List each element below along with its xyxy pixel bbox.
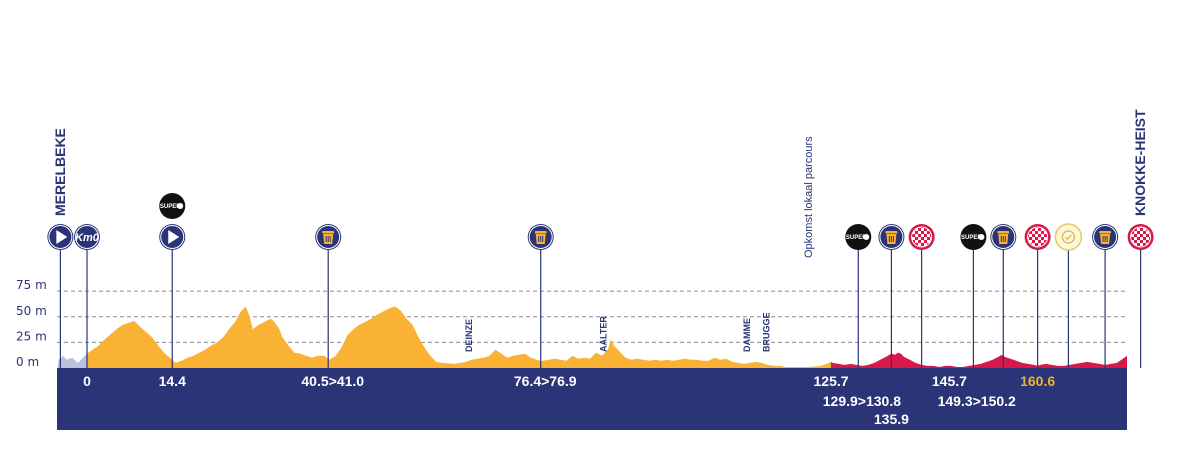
marker-checker bbox=[1127, 224, 1154, 368]
km0-icon bbox=[74, 224, 100, 250]
marker-play: SUPER bbox=[159, 193, 186, 368]
profile-areas bbox=[57, 306, 1127, 368]
km-label: 149.3>150.2 bbox=[938, 393, 1016, 409]
local-circuit-profile-area bbox=[831, 352, 1127, 368]
town-label-brugge: BRUGGE bbox=[762, 312, 772, 352]
finish-town-label: KNOKKE-HEIST bbox=[1132, 109, 1148, 216]
town-label-aalter: AALTER bbox=[599, 316, 609, 352]
super-icon bbox=[845, 224, 872, 250]
marker-bin bbox=[527, 224, 554, 368]
km-label: 135.9 bbox=[874, 411, 909, 427]
y-tick-label: 50 m bbox=[16, 304, 47, 318]
neutral-zone-area bbox=[57, 353, 87, 368]
super-icon-text: SUPER bbox=[846, 235, 867, 241]
marker-super: SUPER bbox=[960, 224, 987, 368]
km-label: 125.7 bbox=[814, 373, 849, 389]
y-tick-label: 75 m bbox=[16, 278, 47, 292]
marker-km0: Km0 bbox=[74, 224, 100, 368]
super-icon-text: SUPER bbox=[160, 204, 181, 210]
town-label-deinze: DEINZE bbox=[464, 319, 474, 352]
distance-band bbox=[57, 368, 1127, 430]
km-label: 175.7km bbox=[1131, 373, 1186, 389]
km-label: 145.7 bbox=[932, 373, 967, 389]
marker-super: SUPER bbox=[845, 224, 872, 368]
super-icon bbox=[159, 193, 186, 219]
route-profile-area bbox=[87, 306, 831, 368]
km-label: 14.4 bbox=[159, 373, 186, 389]
start-town-label: MERELBEKE bbox=[52, 128, 68, 216]
marker-bin bbox=[990, 224, 1017, 368]
km-label: 40.5>41.0 bbox=[301, 373, 364, 389]
super-icon bbox=[960, 224, 987, 250]
marker-bin bbox=[878, 224, 905, 368]
super-icon-text: SUPER bbox=[961, 235, 982, 241]
marker-bin bbox=[1092, 224, 1119, 368]
km-label: 76.4>76.9 bbox=[514, 373, 577, 389]
y-tick-label: 0 m bbox=[16, 355, 39, 369]
town-labels: DEINZE AALTER DAMME BRUGGE bbox=[464, 312, 772, 352]
km-label: 129.9>130.8 bbox=[823, 393, 901, 409]
marker-medal bbox=[1054, 223, 1083, 368]
local-circuit-note: Opkomst lokaal parcours bbox=[803, 136, 815, 258]
km-labels: 0 14.4 40.5>41.0 76.4>76.9 125.7 129.9>130.8 1… bbox=[83, 373, 1186, 427]
y-tick-label: 25 m bbox=[16, 329, 47, 343]
km0-icon-text: Km0 bbox=[75, 232, 100, 244]
marker-bin bbox=[315, 224, 342, 368]
grid-lines bbox=[57, 290, 1127, 343]
km-label: 0 bbox=[83, 373, 91, 389]
marker-checker bbox=[908, 224, 935, 368]
town-label-damme: DAMME bbox=[742, 318, 752, 352]
medal-icon bbox=[1054, 223, 1083, 251]
km-label: 160.6 bbox=[1020, 373, 1055, 389]
y-axis-labels: 75 m 50 m 25 m 0 m bbox=[16, 278, 47, 369]
marker-play bbox=[47, 224, 74, 368]
marker-checker bbox=[1024, 224, 1051, 368]
route-markers: Km0 SUPER SUPER SUPER bbox=[47, 193, 1154, 368]
